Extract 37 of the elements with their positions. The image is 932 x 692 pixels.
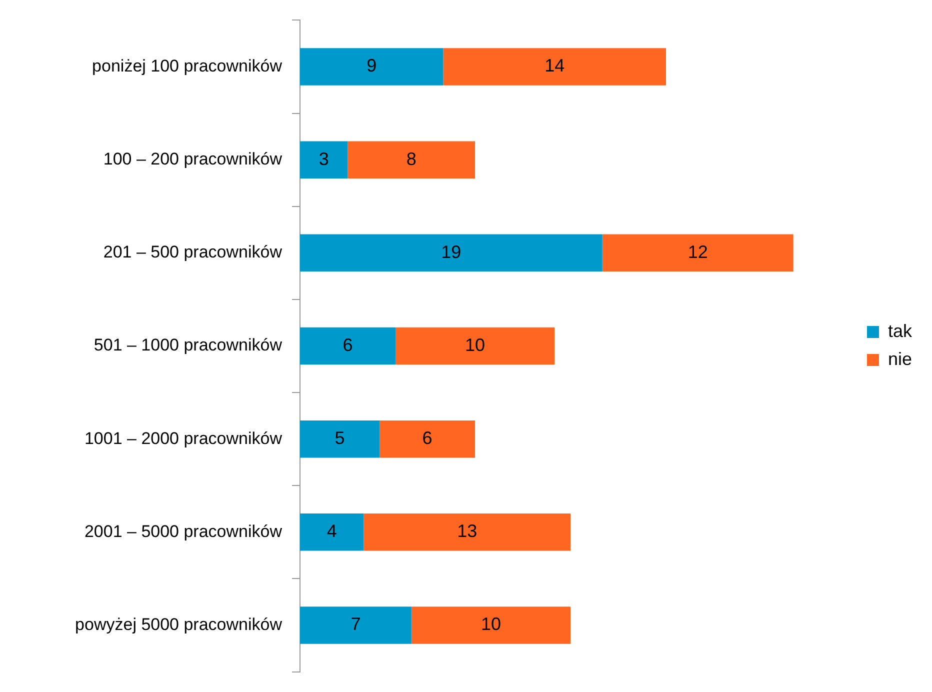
data-label: 12 xyxy=(688,242,708,262)
y-tick-label: 201 – 500 pracowników xyxy=(103,242,283,262)
bar xyxy=(395,327,555,365)
data-label: 10 xyxy=(480,614,501,634)
bar xyxy=(300,327,396,365)
bar xyxy=(300,420,380,458)
data-label: 7 xyxy=(350,614,361,634)
data-label: 13 xyxy=(457,521,478,542)
data-label: 9 xyxy=(366,56,377,76)
data-label: 3 xyxy=(318,148,329,169)
bar xyxy=(300,514,364,551)
legend-label: nie xyxy=(888,348,912,369)
data-label: 5 xyxy=(334,428,345,448)
bar xyxy=(443,48,666,86)
data-label: 14 xyxy=(544,56,565,76)
legend-label: tak xyxy=(888,320,913,341)
bar xyxy=(300,141,348,178)
bar xyxy=(364,514,571,551)
bar xyxy=(348,141,476,178)
data-label: 6 xyxy=(422,428,432,448)
bar xyxy=(300,606,412,644)
y-tick-label: poniżej 100 pracowników xyxy=(92,56,283,76)
data-label: 8 xyxy=(406,148,416,169)
bar xyxy=(300,234,602,272)
y-tick-label: 1001 – 2000 pracowników xyxy=(84,428,283,448)
bar xyxy=(380,420,476,458)
data-label: 10 xyxy=(465,334,486,355)
bar xyxy=(602,234,794,272)
y-tick-label: 100 – 200 pracowników xyxy=(103,150,283,169)
data-label: 4 xyxy=(326,521,337,542)
y-tick-label: 2001 – 5000 pracowników xyxy=(84,522,283,541)
y-tick-label: powyżej 5000 pracowników xyxy=(75,614,283,634)
data-label: 19 xyxy=(441,242,462,262)
bar xyxy=(411,606,571,644)
bar xyxy=(300,48,444,86)
data-label: 6 xyxy=(342,334,353,355)
y-tick-label: 501 – 1000 pracowników xyxy=(94,336,283,355)
